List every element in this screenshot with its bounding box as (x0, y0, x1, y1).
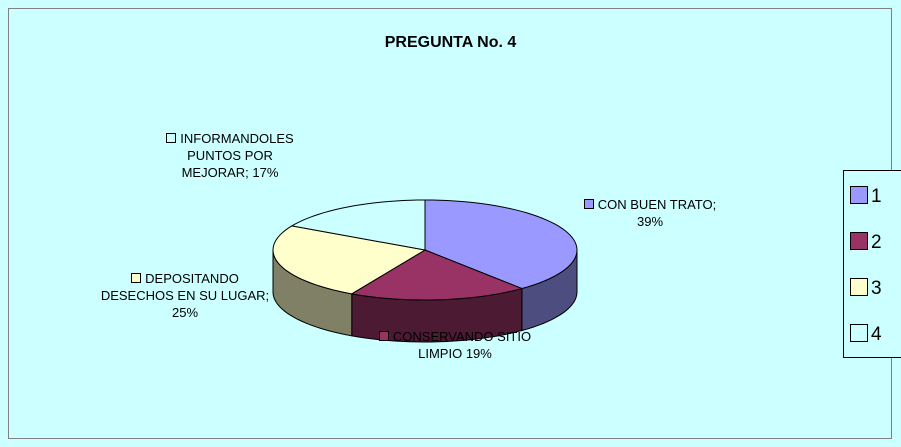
legend-swatch (850, 232, 868, 250)
data-label-text: CONSERVANDO SITIO LIMPIO 19% (392, 329, 532, 361)
label-marker (583, 199, 594, 209)
label-marker (166, 133, 177, 143)
legend-label: 2 (871, 232, 882, 253)
legend-swatch (850, 278, 868, 296)
legend-label: 1 (871, 186, 882, 207)
label-marker (131, 273, 142, 283)
data-label: CONSERVANDO SITIO LIMPIO 19% (375, 328, 535, 362)
slice (290, 199, 426, 251)
label-marker (378, 331, 389, 341)
legend: 1 2 3 4 (843, 170, 901, 358)
data-label: DEPOSITANDO DESECHOS EN SU LUGAR; 25% (100, 270, 270, 321)
slice (272, 225, 427, 295)
legend-entry: 3 (850, 277, 882, 301)
legend-swatch (850, 186, 868, 204)
slice (424, 199, 578, 290)
legend-label: 3 (871, 278, 882, 299)
chart-title: PREGUNTA No. 4 (384, 34, 517, 51)
data-label-text: DEPOSITANDO DESECHOS EN SU LUGAR; 25% (100, 271, 270, 320)
legend-entry: 2 (850, 231, 882, 255)
legend-entry: 1 (850, 185, 882, 209)
legend-entry: 4 (850, 323, 882, 347)
legend-swatch (850, 324, 868, 342)
data-label: INFORMANDOLES PUNTOS POR MEJORAR; 17% (165, 130, 295, 181)
data-label-text: INFORMANDOLES PUNTOS POR MEJORAR; 17% (180, 131, 294, 180)
legend-label: 4 (871, 324, 882, 345)
data-label-text: CON BUEN TRATO; 39% (597, 197, 717, 229)
slice (350, 249, 524, 301)
data-label: CON BUEN TRATO; 39% (575, 196, 725, 230)
